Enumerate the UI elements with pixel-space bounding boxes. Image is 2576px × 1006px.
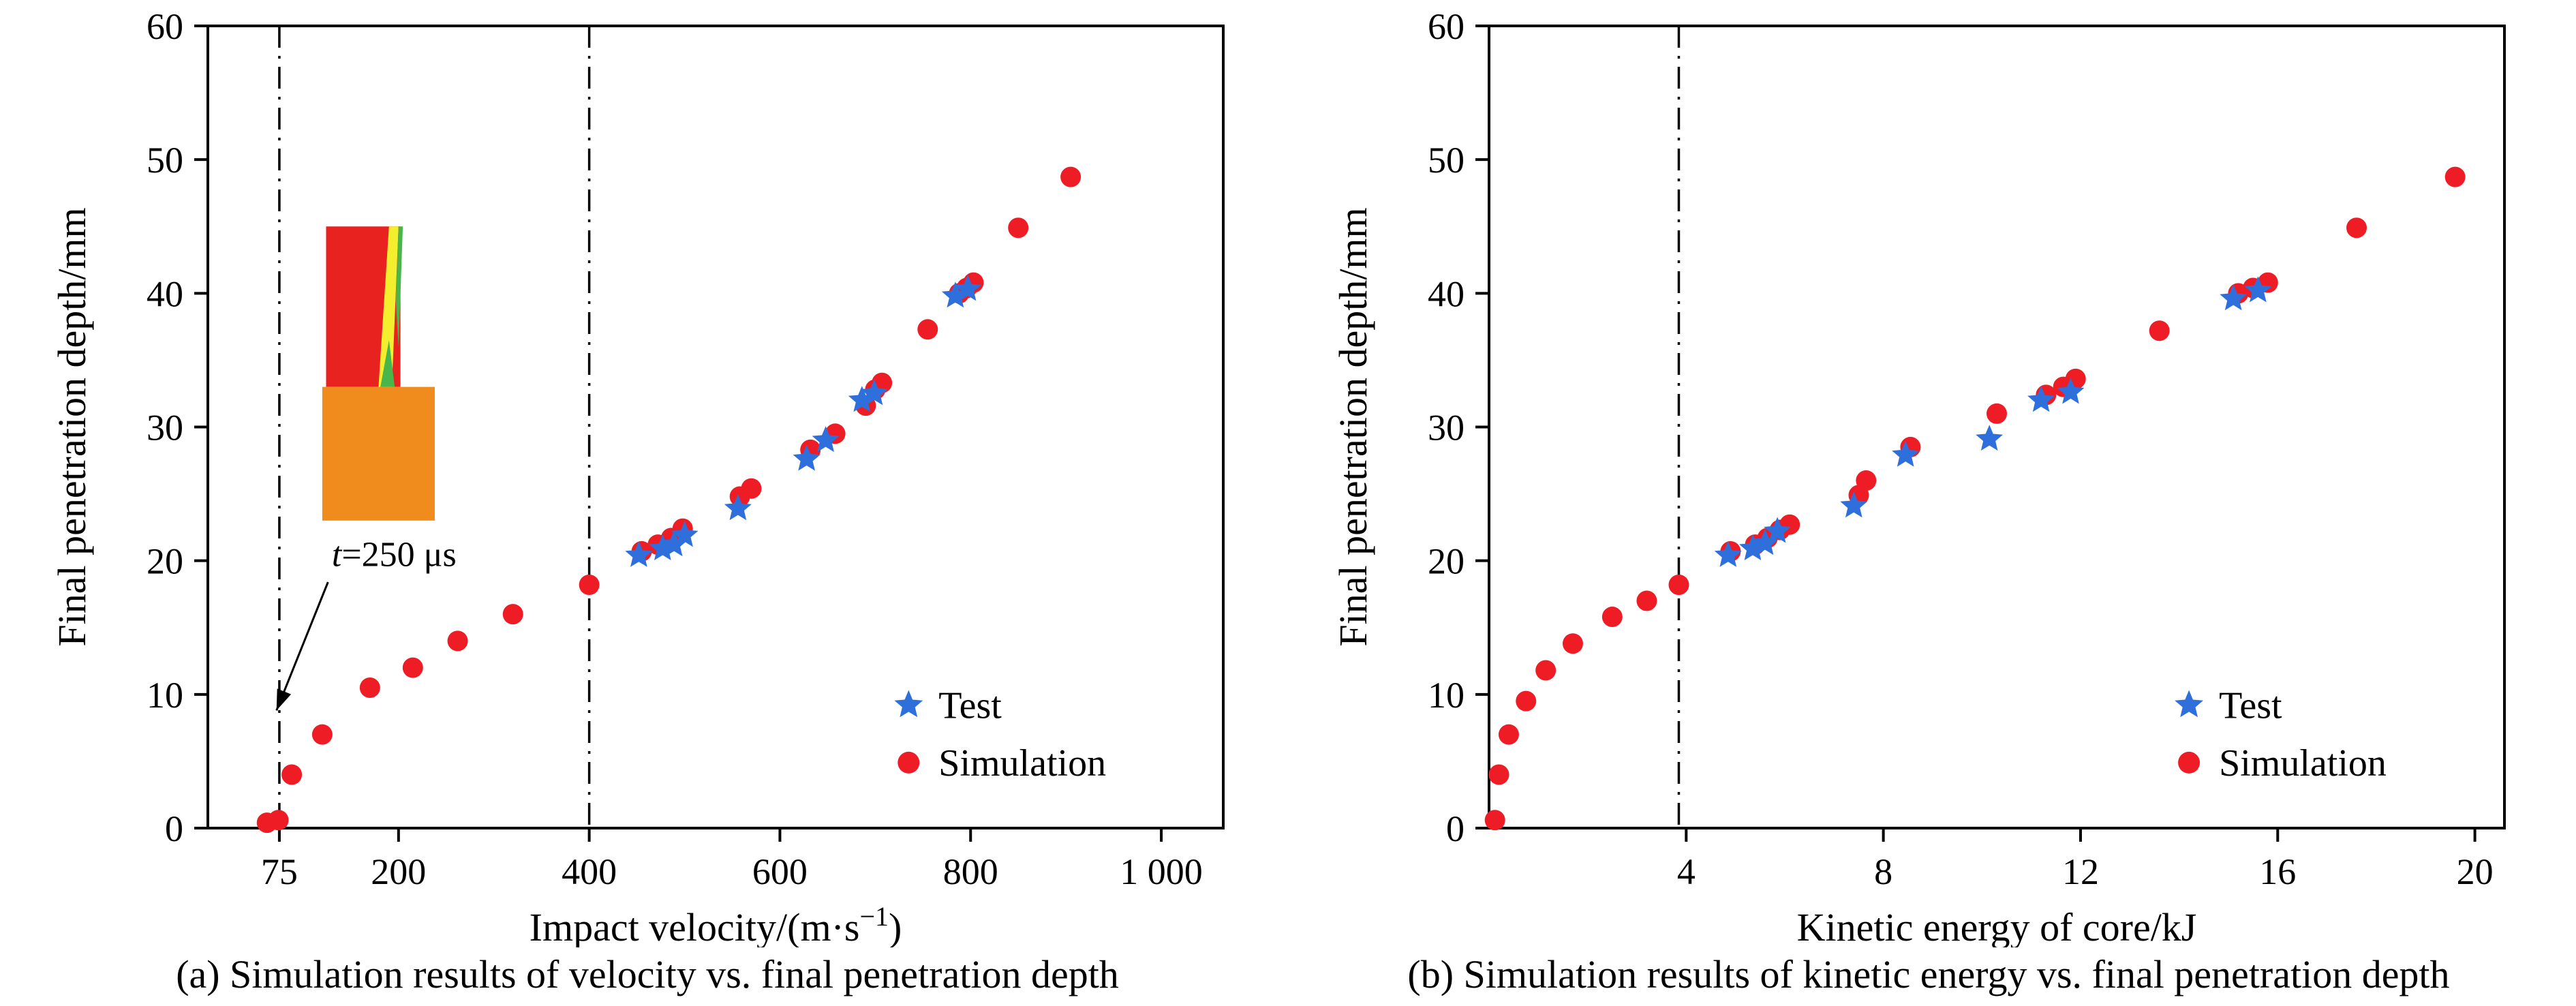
simulation-point [1488, 764, 1509, 785]
test-point [2244, 276, 2272, 303]
test-point [954, 275, 981, 301]
legend-simulation-label: Simulation [938, 742, 1106, 784]
test-point [671, 521, 699, 547]
simulation-point [402, 657, 423, 678]
inset-time-label: t=250 μs [332, 536, 457, 575]
y-tick-label: 20 [1428, 541, 1465, 582]
y-tick-label: 60 [1428, 7, 1465, 47]
test-point [861, 379, 888, 406]
legend-test-marker [894, 690, 923, 718]
x-tick-label: 1 000 [1120, 851, 1203, 892]
y-tick-label: 30 [147, 408, 183, 448]
annotation-arrowhead [276, 688, 292, 711]
x-tick-label: 4 [1677, 851, 1696, 892]
simulation-point [1601, 607, 1623, 628]
test-point [2057, 378, 2085, 404]
test-point [793, 444, 821, 471]
x-tick-label: 400 [562, 851, 617, 892]
x-tick-label: 75 [261, 851, 298, 892]
x-tick-label: 600 [752, 851, 808, 892]
simulation-point [1668, 574, 1689, 595]
y-tick-label: 60 [147, 7, 183, 47]
legend-test-label: Test [2219, 685, 2282, 727]
simulation-point [2346, 217, 2367, 239]
x-axis-title: Impact velocity/(m·s−1) [530, 901, 902, 947]
x-tick-label: 20 [2457, 851, 2494, 892]
y-axis-title: Final penetration depth/mm [50, 207, 94, 646]
test-point [812, 426, 840, 453]
test-point [848, 386, 876, 412]
test-point [2220, 284, 2248, 311]
chart-a-canvas: t=250 μs 0 10 20 30 40 50 60 75 200 400 600 800 1 000… [50, 6, 1225, 949]
x-tick-label: 800 [943, 851, 998, 892]
y-tick-label: 50 [1428, 140, 1465, 181]
inset-yellow-band [378, 226, 399, 387]
plot-border [1488, 25, 2506, 829]
x-tick-label: 200 [371, 851, 426, 892]
simulation-point [1562, 633, 1583, 654]
simulation-point [579, 574, 600, 595]
legend-simulation-marker [2178, 751, 2201, 774]
test-point [941, 281, 969, 308]
annotation-arrow [275, 581, 329, 711]
panel-a: t=250 μs 0 10 20 30 40 50 60 75 200 400 600 800 1 000… [37, 6, 1257, 997]
simulation-point [268, 810, 289, 831]
inset-green-wedge [380, 340, 395, 387]
simulation-point [1856, 470, 1877, 491]
x-tick-label: 16 [2259, 851, 2296, 892]
simulation-point [359, 677, 380, 699]
simulation-point [1498, 724, 1519, 745]
inset-target-region [322, 386, 435, 521]
caption-a: (a) Simulation results of velocity vs. f… [176, 952, 1119, 996]
inset-green-sliver [395, 226, 403, 347]
y-tick-label: 30 [1428, 408, 1465, 448]
test-point [1764, 517, 1792, 543]
y-tick-label: 50 [147, 140, 183, 181]
legend-simulation-label: Simulation [2219, 742, 2387, 784]
simulation-point [1636, 590, 1657, 611]
simulation-point [741, 478, 762, 499]
test-point [1751, 529, 1779, 555]
test-point [1840, 491, 1868, 518]
simulation-point [1484, 810, 1505, 831]
panel-b: 0 10 20 30 40 50 60 4 8 12 16 20 Final penetration d… [1319, 6, 2539, 997]
simulation-point [2149, 320, 2170, 341]
test-point [1976, 425, 2004, 451]
simulation-point [281, 764, 303, 785]
simulation-point [1516, 690, 1537, 712]
y-tick-label: 10 [1428, 675, 1465, 716]
y-tick-label: 40 [1428, 273, 1465, 314]
chart-b-canvas: 0 10 20 30 40 50 60 4 8 12 16 20 Final penetration d… [1331, 6, 2506, 949]
simulation-point [1060, 166, 1082, 187]
caption-b: (b) Simulation results of kinetic energy… [1407, 952, 2450, 996]
test-point [1892, 440, 1920, 467]
test-point [2027, 386, 2055, 412]
simulation-point [311, 724, 333, 745]
simulation-point [1535, 660, 1557, 681]
simulation-point [2444, 166, 2466, 187]
simulation-point [1987, 403, 2007, 424]
simulation-point [502, 604, 523, 625]
y-tick-label: 0 [1446, 808, 1465, 849]
test-point [724, 494, 752, 521]
x-tick-label: 12 [2062, 851, 2099, 892]
y-tick-label: 20 [147, 541, 183, 582]
test-point [625, 540, 653, 567]
test-point [1739, 534, 1766, 560]
x-axis-title: Kinetic energy of core/kJ [1797, 905, 2197, 947]
simulation-point [1008, 217, 1029, 239]
test-point [660, 530, 688, 557]
simulation-point [447, 630, 468, 652]
y-tick-label: 40 [147, 273, 183, 314]
simulation-point [917, 319, 938, 340]
legend-test-marker [2175, 690, 2203, 718]
test-point [1714, 540, 1742, 567]
x-tick-label: 8 [1874, 851, 1892, 892]
legend-test-label: Test [938, 685, 1002, 727]
y-tick-label: 10 [147, 675, 183, 716]
y-tick-label: 0 [165, 808, 183, 849]
legend-simulation-marker [898, 751, 920, 774]
y-axis-title: Final penetration depth/mm [1331, 207, 1375, 646]
